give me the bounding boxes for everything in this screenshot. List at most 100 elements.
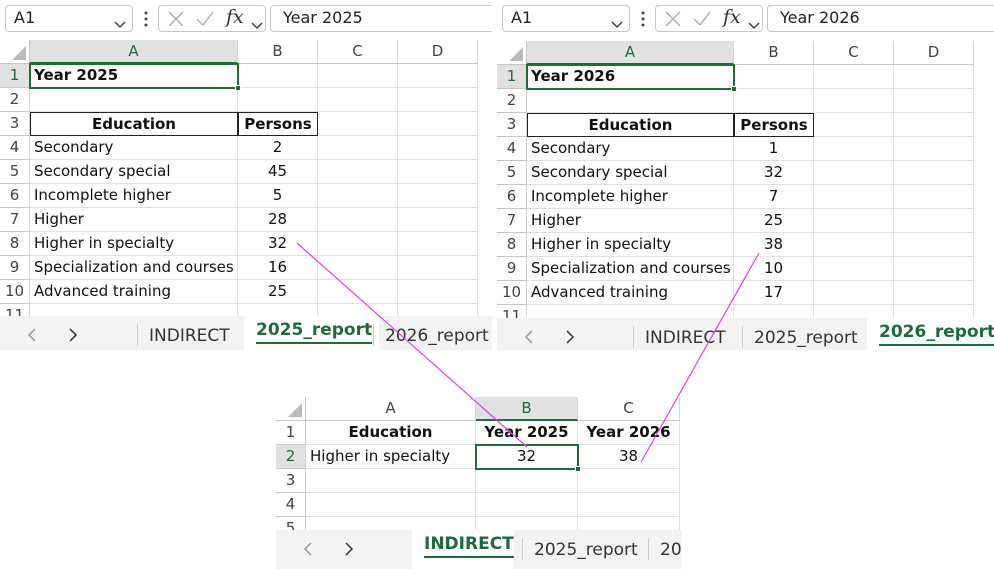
sheet-tab[interactable]: 2026_report — [879, 322, 994, 346]
cell[interactable] — [398, 256, 478, 280]
cell-text[interactable]: 17 — [734, 281, 814, 305]
cell-text[interactable]: Higher in specialty — [306, 445, 476, 469]
sheet-tab[interactable]: 2025_report — [534, 540, 638, 560]
cell[interactable] — [398, 184, 478, 208]
cell-text[interactable]: 45 — [238, 160, 318, 184]
cell[interactable] — [476, 493, 578, 517]
cell-text[interactable]: Advanced training — [527, 281, 734, 305]
cell[interactable] — [894, 113, 974, 137]
sheet-tab[interactable]: 2026_report — [660, 540, 682, 560]
cell[interactable] — [894, 209, 974, 233]
cell[interactable] — [894, 233, 974, 257]
cell-text[interactable]: 1 — [734, 137, 814, 161]
cell-text[interactable]: 32 — [734, 161, 814, 185]
cell[interactable] — [734, 89, 814, 113]
cell-text[interactable]: Specialization and courses — [527, 257, 734, 281]
cell[interactable] — [398, 232, 478, 256]
cell[interactable] — [814, 257, 894, 281]
cell-text[interactable]: Advanced training — [30, 280, 238, 304]
cell-text[interactable]: Persons — [238, 112, 318, 136]
cell-text[interactable]: Secondary special — [30, 160, 238, 184]
cell[interactable] — [894, 281, 974, 305]
cell[interactable] — [814, 209, 894, 233]
cell-text[interactable]: Incomplete higher — [527, 185, 734, 209]
sheet-tab[interactable]: 2026_report — [385, 326, 489, 346]
cell[interactable] — [814, 185, 894, 209]
cell[interactable] — [318, 88, 398, 112]
cell-text[interactable]: Year 2025 — [476, 421, 578, 445]
cell[interactable] — [318, 64, 398, 88]
cell[interactable] — [238, 88, 318, 112]
cell-text[interactable]: 2 — [238, 136, 318, 160]
sheet-tab[interactable]: 2025_report — [754, 328, 858, 348]
cell-text[interactable]: Higher — [527, 209, 734, 233]
cell-text[interactable]: Higher in specialty — [527, 233, 734, 257]
cell-text[interactable]: Secondary — [527, 137, 734, 161]
cell[interactable] — [894, 161, 974, 185]
cell[interactable] — [318, 136, 398, 160]
cell[interactable] — [814, 89, 894, 113]
sheet-tab[interactable]: INDIRECT — [424, 534, 514, 558]
cell-text[interactable]: Secondary special — [527, 161, 734, 185]
cell-text[interactable]: Education — [30, 112, 238, 136]
cell[interactable] — [894, 137, 974, 161]
cell[interactable] — [476, 469, 578, 493]
cell-text[interactable]: Specialization and courses — [30, 256, 238, 280]
sheet-tab[interactable]: INDIRECT — [149, 326, 230, 346]
cell[interactable] — [398, 88, 478, 112]
cell[interactable] — [398, 208, 478, 232]
cell-text[interactable]: 28 — [238, 208, 318, 232]
name-box[interactable] — [5, 5, 133, 32]
cell[interactable] — [318, 112, 398, 136]
cell-text[interactable]: 10 — [734, 257, 814, 281]
cell[interactable] — [398, 136, 478, 160]
cell[interactable] — [398, 64, 478, 88]
cell[interactable] — [306, 493, 476, 517]
cell[interactable] — [894, 257, 974, 281]
cell[interactable] — [578, 493, 680, 517]
cell-text[interactable]: Education — [306, 421, 476, 445]
cell-text[interactable]: 38 — [578, 445, 680, 469]
cell[interactable] — [814, 113, 894, 137]
cell-text[interactable]: Year 2026 — [578, 421, 680, 445]
cell[interactable] — [814, 281, 894, 305]
cell[interactable] — [894, 185, 974, 209]
name-box[interactable] — [502, 5, 630, 32]
function-icon[interactable]: fx — [723, 6, 741, 28]
cell[interactable] — [398, 112, 478, 136]
cell[interactable] — [30, 88, 238, 112]
cell[interactable] — [398, 160, 478, 184]
cell[interactable] — [814, 65, 894, 89]
function-icon[interactable]: fx — [226, 6, 244, 28]
cell-text[interactable]: Education — [527, 113, 734, 137]
cell[interactable] — [734, 65, 814, 89]
cell[interactable] — [318, 232, 398, 256]
sheet-tab[interactable]: 2025_report — [256, 320, 373, 344]
cell-text[interactable]: 16 — [238, 256, 318, 280]
cell[interactable] — [894, 89, 974, 113]
sheet-tab[interactable]: INDIRECT — [645, 328, 726, 348]
cell[interactable] — [306, 469, 476, 493]
cell-text[interactable]: Persons — [734, 113, 814, 137]
cell-text[interactable]: 38 — [734, 233, 814, 257]
cell[interactable] — [318, 160, 398, 184]
cell-text[interactable]: 25 — [734, 209, 814, 233]
cell[interactable] — [814, 161, 894, 185]
cell[interactable] — [894, 65, 974, 89]
cell[interactable] — [814, 137, 894, 161]
cell[interactable] — [318, 184, 398, 208]
cell[interactable] — [398, 280, 478, 304]
cell[interactable] — [238, 64, 318, 88]
cell-text[interactable]: Incomplete higher — [30, 184, 238, 208]
cell-text[interactable]: 7 — [734, 185, 814, 209]
cell-text[interactable]: 25 — [238, 280, 318, 304]
cell[interactable] — [318, 280, 398, 304]
cell-text[interactable]: 5 — [238, 184, 318, 208]
cell[interactable] — [814, 233, 894, 257]
cell[interactable] — [318, 208, 398, 232]
cell-text[interactable]: Higher in specialty — [30, 232, 238, 256]
cell-text[interactable]: Secondary — [30, 136, 238, 160]
cell[interactable] — [318, 256, 398, 280]
cell-text[interactable]: 32 — [238, 232, 318, 256]
cell[interactable] — [527, 89, 734, 113]
